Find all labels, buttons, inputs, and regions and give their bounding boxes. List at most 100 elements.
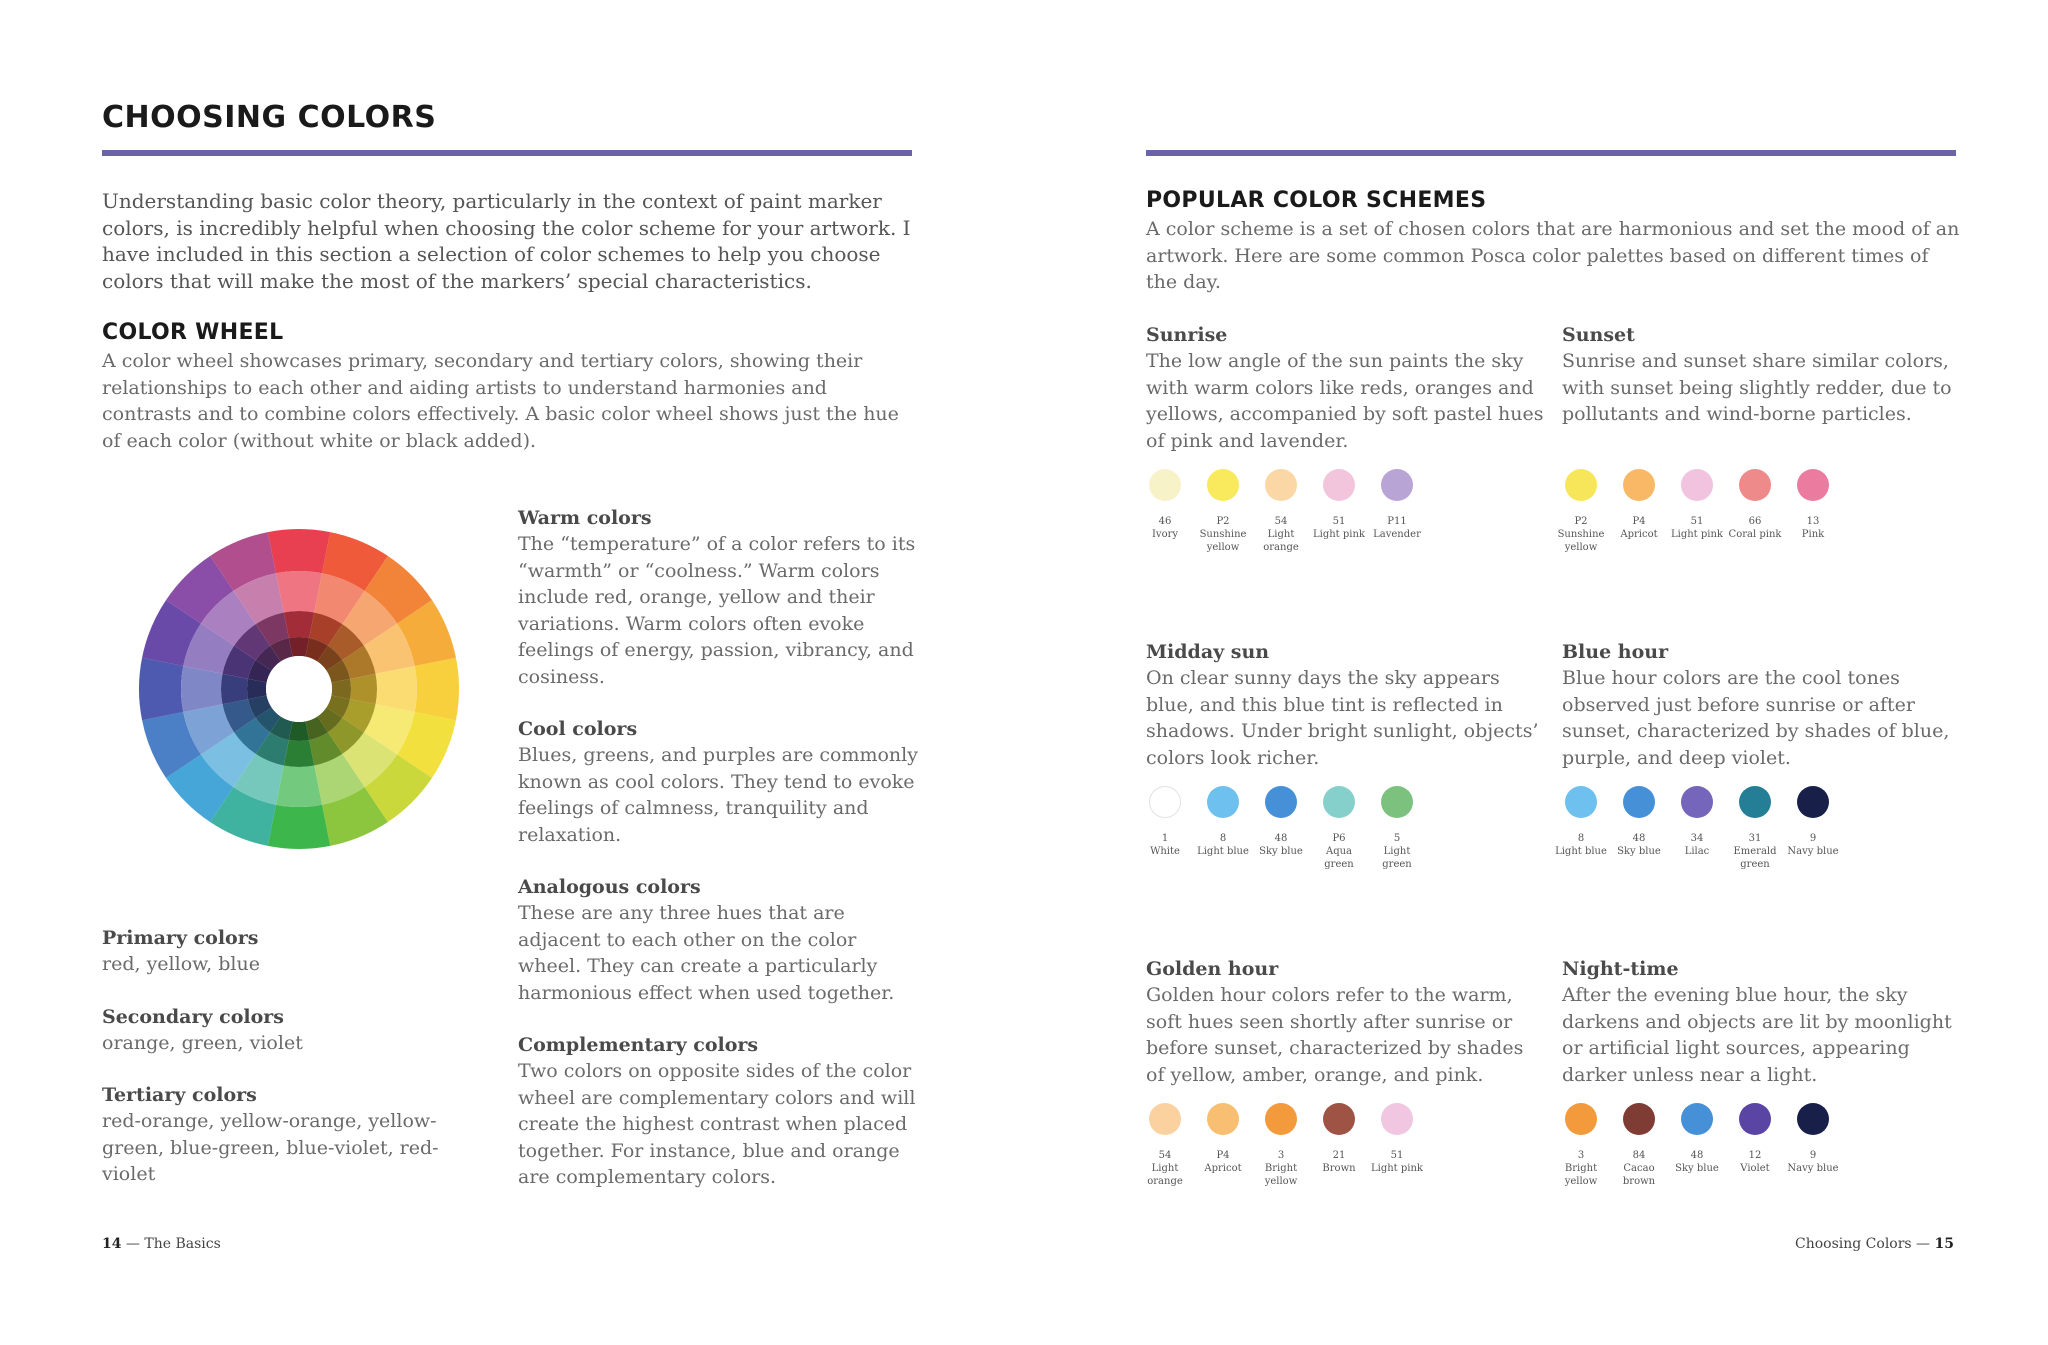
wheel-segment bbox=[138, 657, 184, 721]
swatch-dot bbox=[1623, 469, 1655, 501]
swatch-name: Sky blue bbox=[1617, 846, 1661, 857]
wheel-segment bbox=[255, 645, 281, 671]
color-swatch: 34 Lilac bbox=[1668, 786, 1726, 871]
scheme-title: Sunset bbox=[1562, 324, 1635, 346]
analogous-colors-text: These are any three hues that are adjace… bbox=[518, 902, 895, 1004]
color-swatch: 48 Sky blue bbox=[1668, 1103, 1726, 1188]
swatch-number: 48 bbox=[1274, 833, 1288, 844]
swatch-dot bbox=[1623, 786, 1655, 818]
wheel-segment bbox=[247, 678, 267, 700]
wheel-segment bbox=[397, 600, 456, 666]
wheel-segment bbox=[364, 555, 433, 624]
color-swatch: 5 Light green bbox=[1368, 786, 1426, 871]
swatch-name: Sky blue bbox=[1259, 846, 1303, 857]
analogous-colors-heading: Analogous colors bbox=[518, 876, 701, 898]
wheel-segment bbox=[314, 753, 365, 805]
secondary-colors-heading: Secondary colors bbox=[102, 1005, 284, 1028]
swatch-name: Sunshine yellow bbox=[1199, 529, 1247, 553]
warm-colors-block: Warm colors The “temperature” of a color… bbox=[518, 505, 918, 690]
swatch-name: Light orange bbox=[1263, 529, 1299, 553]
wheel-segment bbox=[200, 590, 256, 646]
swatch-name: Bright yellow bbox=[1564, 1163, 1598, 1187]
swatch-name: Apricot bbox=[1204, 1163, 1242, 1174]
scheme-4: Golden hour Golden hour colors refer to t… bbox=[1146, 956, 1546, 1088]
swatch-dot bbox=[1681, 786, 1713, 818]
wheel-segment bbox=[255, 732, 289, 766]
primary-colors-text: red, yellow, blue bbox=[102, 953, 260, 975]
wheel-segment bbox=[327, 717, 364, 754]
swatch-name: Bright yellow bbox=[1264, 1163, 1298, 1187]
wheel-segment bbox=[248, 660, 272, 683]
swatch-number: P11 bbox=[1387, 516, 1407, 527]
wheel-segment bbox=[375, 665, 417, 713]
wheel-segment bbox=[314, 573, 365, 625]
wheel-segment bbox=[142, 712, 201, 778]
swatch-dot bbox=[1323, 786, 1355, 818]
wheel-segment bbox=[183, 704, 235, 755]
wheel-segment bbox=[270, 716, 293, 740]
swatch-number: 51 bbox=[1332, 516, 1346, 527]
swatch-number: 54 bbox=[1274, 516, 1288, 527]
swatch-dot bbox=[1565, 1103, 1597, 1135]
swatch-dot bbox=[1149, 469, 1181, 501]
wheel-segment bbox=[255, 707, 281, 733]
swatch-dot bbox=[1381, 1103, 1413, 1135]
wheel-segment bbox=[222, 699, 256, 733]
wheel-segment bbox=[181, 665, 223, 713]
color-swatch: 9 Navy blue bbox=[1784, 786, 1842, 871]
color-swatch: 8 Light blue bbox=[1194, 786, 1252, 871]
scheme-description: Blue hour colors are the cool tones obse… bbox=[1562, 667, 1950, 769]
scheme-description: Golden hour colors refer to the warm, so… bbox=[1146, 984, 1524, 1086]
swatch-name: Light blue bbox=[1197, 846, 1249, 857]
swatch-dot bbox=[1739, 1103, 1771, 1135]
swatch-name: Apricot bbox=[1620, 529, 1658, 540]
wheel-segment bbox=[326, 660, 350, 683]
swatch-number: 9 bbox=[1809, 1150, 1817, 1161]
swatch-row: 54 Light orange P4 Apricot 3 Bright yellow 21 B… bbox=[1136, 1103, 1426, 1188]
swatch-name: Ivory bbox=[1151, 529, 1179, 540]
color-swatch: 51 Light pink bbox=[1310, 469, 1368, 554]
swatch-name: Cacao brown bbox=[1622, 1163, 1656, 1187]
color-wheel-text: A color wheel showcases primary, seconda… bbox=[102, 350, 899, 452]
analogous-colors-block: Analogous colors These are any three hue… bbox=[518, 874, 918, 1006]
color-wheel-image bbox=[138, 528, 460, 850]
swatch-dot bbox=[1797, 1103, 1829, 1135]
color-concepts: Warm colors The “temperature” of a color… bbox=[518, 505, 918, 1191]
swatch-name: Light green bbox=[1382, 846, 1412, 870]
swatch-number: 8 bbox=[1219, 833, 1227, 844]
swatch-name: Aqua green bbox=[1324, 846, 1354, 870]
swatch-dot bbox=[1207, 786, 1239, 818]
color-wheel-heading: COLOR WHEEL bbox=[102, 320, 284, 345]
complementary-colors-text: Two colors on opposite sides of the colo… bbox=[518, 1060, 916, 1188]
color-swatch: P4 Apricot bbox=[1610, 469, 1668, 554]
wheel-segment bbox=[305, 716, 328, 740]
secondary-colors-text: orange, green, violet bbox=[102, 1031, 303, 1054]
wheel-segment bbox=[317, 645, 343, 671]
color-swatch: P6 Aqua green bbox=[1310, 786, 1368, 871]
swatch-name: Light blue bbox=[1555, 846, 1607, 857]
swatch-number: 13 bbox=[1806, 516, 1820, 527]
scheme-title: Golden hour bbox=[1146, 958, 1279, 980]
wheel-segment bbox=[183, 623, 235, 674]
wheel-segment bbox=[200, 732, 256, 788]
swatch-dot bbox=[1565, 469, 1597, 501]
wheel-segment bbox=[270, 638, 293, 662]
color-swatch: P2 Sunshine yellow bbox=[1552, 469, 1610, 554]
swatch-dot bbox=[1149, 1103, 1181, 1135]
scheme-description: On clear sunny days the sky appears blue… bbox=[1146, 667, 1539, 769]
swatch-number: 9 bbox=[1809, 833, 1817, 844]
swatch-number: 34 bbox=[1690, 833, 1704, 844]
scheme-title: Sunrise bbox=[1146, 324, 1228, 346]
wheel-segment bbox=[414, 657, 460, 721]
color-swatch: 46 Ivory bbox=[1136, 469, 1194, 554]
swatch-number: P4 bbox=[1632, 516, 1646, 527]
wheel-segment bbox=[326, 695, 350, 718]
wheel-segment bbox=[234, 717, 271, 754]
wheel-segment bbox=[322, 532, 388, 591]
wheel-segment bbox=[165, 754, 234, 823]
swatch-dot bbox=[1265, 1103, 1297, 1135]
scheme-2: Midday sun On clear sunny days the sky ap… bbox=[1146, 639, 1546, 771]
primary-colors-heading: Primary colors bbox=[102, 927, 259, 949]
swatch-name: Light pink bbox=[1371, 1163, 1423, 1174]
swatch-dot bbox=[1739, 469, 1771, 501]
